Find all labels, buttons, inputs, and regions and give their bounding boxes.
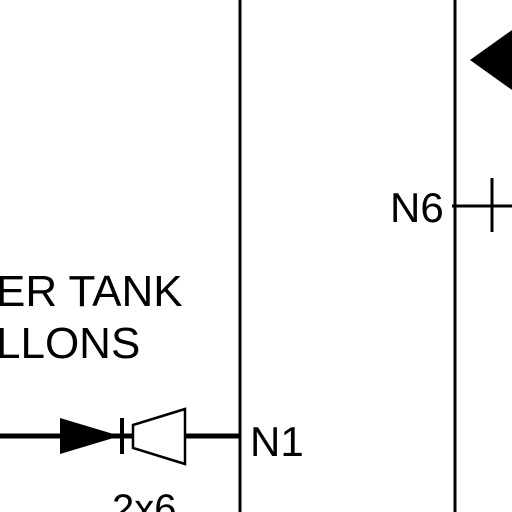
node-label-n6: N6 <box>390 184 444 231</box>
flow-arrow-icon <box>60 418 120 454</box>
node-label-n1: N1 <box>250 418 304 465</box>
tank-label-line2: LLONS <box>0 319 140 368</box>
tank-label-line1: ER TANK <box>0 267 183 316</box>
pipe-size-label: 2x6 <box>112 487 177 512</box>
valve-arrow-icon <box>470 30 512 90</box>
reducer-icon <box>131 407 187 466</box>
